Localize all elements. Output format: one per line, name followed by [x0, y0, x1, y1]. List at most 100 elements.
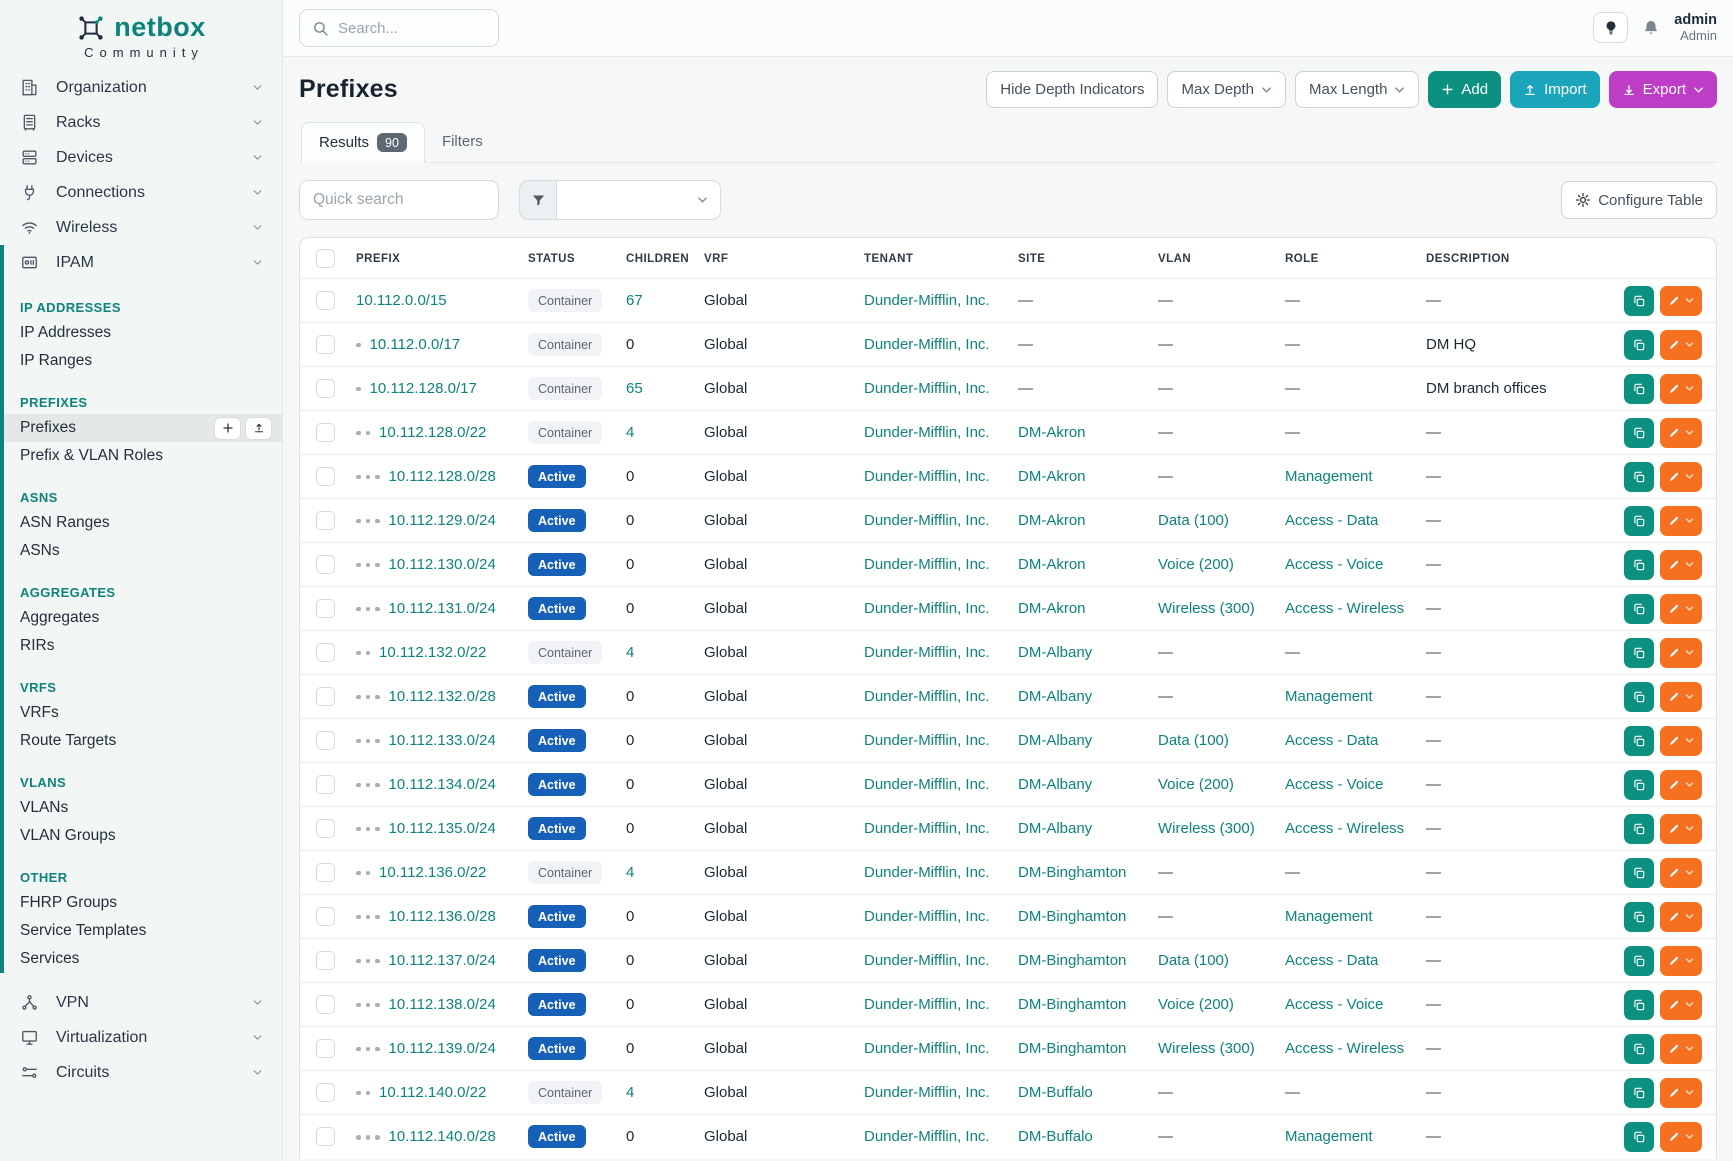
sidebar-item-connections[interactable]: Connections: [0, 175, 282, 210]
column-header-prefix[interactable]: PREFIX: [356, 252, 401, 265]
sidebar-item-asn-ranges[interactable]: ASN Ranges: [4, 509, 282, 537]
prefix-link[interactable]: 10.112.131.0/24: [388, 600, 496, 617]
notifications-bell-icon[interactable]: [1642, 19, 1660, 37]
site-value[interactable]: DM-Albany: [1018, 776, 1093, 793]
configure-table-button[interactable]: Configure Table: [1561, 181, 1717, 219]
prefix-link[interactable]: 10.112.132.0/28: [388, 688, 496, 705]
clone-button[interactable]: [1624, 681, 1654, 712]
tenant-link[interactable]: Dunder-Mifflin, Inc.: [864, 996, 990, 1013]
sidebar-item-wireless[interactable]: Wireless: [0, 210, 282, 245]
row-checkbox[interactable]: [316, 335, 335, 354]
vlan-value[interactable]: Data (100): [1158, 512, 1229, 529]
prefix-link[interactable]: 10.112.132.0/22: [379, 644, 487, 661]
prefix-link[interactable]: 10.112.136.0/22: [379, 864, 487, 881]
prefix-link[interactable]: 10.112.139.0/24: [388, 1040, 496, 1057]
row-checkbox[interactable]: [316, 599, 335, 618]
vlan-value[interactable]: Voice (200): [1158, 776, 1234, 793]
role-value[interactable]: Access - Data: [1285, 732, 1379, 749]
prefix-link[interactable]: 10.112.129.0/24: [388, 512, 496, 529]
edit-split-button[interactable]: [1660, 285, 1702, 316]
max-length-dropdown[interactable]: Max Length: [1295, 71, 1420, 108]
row-checkbox[interactable]: [316, 687, 335, 706]
edit-split-button[interactable]: [1660, 329, 1702, 360]
role-value[interactable]: Access - Voice: [1285, 556, 1384, 573]
sidebar-item-racks[interactable]: Racks: [0, 105, 282, 140]
search-input[interactable]: [338, 19, 478, 37]
sidebar-item-circuits[interactable]: Circuits: [0, 1055, 282, 1090]
site-value[interactable]: DM-Buffalo: [1018, 1128, 1093, 1146]
tenant-link[interactable]: Dunder-Mifflin, Inc.: [864, 1128, 990, 1146]
tenant-link[interactable]: Dunder-Mifflin, Inc.: [864, 468, 990, 485]
column-header-tenant[interactable]: TENANT: [864, 252, 914, 265]
column-header-role[interactable]: ROLE: [1285, 252, 1319, 265]
edit-split-button[interactable]: [1660, 593, 1702, 624]
role-value[interactable]: Access - Wireless: [1285, 600, 1405, 617]
role-value[interactable]: Management: [1285, 688, 1373, 705]
row-checkbox[interactable]: [316, 995, 335, 1014]
clone-button[interactable]: [1624, 1077, 1654, 1108]
site-value[interactable]: DM-Akron: [1018, 600, 1086, 617]
clone-button[interactable]: [1624, 549, 1654, 580]
row-checkbox[interactable]: [316, 1127, 335, 1147]
row-checkbox[interactable]: [316, 819, 335, 838]
tenant-link[interactable]: Dunder-Mifflin, Inc.: [864, 952, 990, 969]
tenant-link[interactable]: Dunder-Mifflin, Inc.: [864, 380, 990, 397]
tab-results[interactable]: Results 90: [301, 122, 425, 163]
quick-search-input[interactable]: [299, 180, 499, 220]
site-value[interactable]: DM-Binghamton: [1018, 996, 1127, 1013]
prefix-link[interactable]: 10.112.138.0/24: [388, 996, 496, 1013]
prefix-link[interactable]: 10.112.128.0/22: [379, 424, 487, 441]
clone-button[interactable]: [1624, 813, 1654, 844]
export-dropdown-button[interactable]: Export: [1608, 71, 1717, 108]
sidebar-item-route-targets[interactable]: Route Targets: [4, 727, 282, 755]
edit-split-button[interactable]: [1660, 813, 1702, 844]
edit-split-button[interactable]: [1660, 989, 1702, 1020]
site-value[interactable]: DM-Akron: [1018, 424, 1086, 441]
tenant-link[interactable]: Dunder-Mifflin, Inc.: [864, 1084, 990, 1101]
row-checkbox[interactable]: [316, 1039, 335, 1058]
sidebar-item-organization[interactable]: Organization: [0, 70, 282, 105]
max-depth-dropdown[interactable]: Max Depth: [1167, 71, 1287, 108]
theme-toggle-button[interactable]: [1593, 12, 1629, 44]
edit-split-button[interactable]: [1660, 1121, 1702, 1152]
tenant-link[interactable]: Dunder-Mifflin, Inc.: [864, 424, 990, 441]
site-value[interactable]: DM-Binghamton: [1018, 908, 1127, 925]
edit-split-button[interactable]: [1660, 901, 1702, 932]
row-checkbox[interactable]: [316, 291, 335, 310]
tenant-link[interactable]: Dunder-Mifflin, Inc.: [864, 512, 990, 529]
row-checkbox[interactable]: [316, 731, 335, 750]
prefix-link[interactable]: 10.112.128.0/17: [369, 380, 477, 397]
prefix-link[interactable]: 10.112.128.0/28: [388, 468, 496, 485]
role-value[interactable]: Access - Wireless: [1285, 820, 1405, 837]
prefix-link[interactable]: 10.112.134.0/24: [388, 776, 496, 793]
saved-filter-select[interactable]: [519, 180, 721, 220]
row-checkbox[interactable]: [316, 907, 335, 926]
import-button[interactable]: Import: [1510, 71, 1600, 108]
tenant-link[interactable]: Dunder-Mifflin, Inc.: [864, 908, 990, 925]
row-checkbox[interactable]: [316, 423, 335, 442]
sidebar-item-ip-addresses[interactable]: IP Addresses: [4, 319, 282, 347]
edit-split-button[interactable]: [1660, 505, 1702, 536]
sidebar-item-prefix-vlan-roles[interactable]: Prefix & VLAN Roles: [4, 442, 282, 470]
add-button[interactable]: Add: [1428, 71, 1502, 108]
clone-button[interactable]: [1624, 901, 1654, 932]
row-checkbox[interactable]: [316, 1083, 335, 1102]
prefix-link[interactable]: 10.112.140.0/28: [388, 1128, 496, 1146]
tenant-link[interactable]: Dunder-Mifflin, Inc.: [864, 556, 990, 573]
sidebar-item-ipam[interactable]: IPAM: [4, 245, 282, 280]
hide-depth-indicators-button[interactable]: Hide Depth Indicators: [986, 71, 1159, 108]
sidebar-item-aggregates[interactable]: Aggregates: [4, 604, 282, 632]
clone-button[interactable]: [1624, 725, 1654, 756]
sidebar-item-prefixes[interactable]: Prefixes: [4, 414, 282, 442]
clone-button[interactable]: [1624, 417, 1654, 448]
role-value[interactable]: Management: [1285, 468, 1373, 485]
column-header-children[interactable]: CHILDREN: [626, 252, 690, 265]
site-value[interactable]: DM-Akron: [1018, 512, 1086, 529]
quick-add-button[interactable]: [214, 416, 241, 440]
edit-split-button[interactable]: [1660, 637, 1702, 668]
edit-split-button[interactable]: [1660, 1077, 1702, 1108]
clone-button[interactable]: [1624, 637, 1654, 668]
clone-button[interactable]: [1624, 329, 1654, 360]
tenant-link[interactable]: Dunder-Mifflin, Inc.: [864, 600, 990, 617]
sidebar-item-virtualization[interactable]: Virtualization: [0, 1020, 282, 1055]
